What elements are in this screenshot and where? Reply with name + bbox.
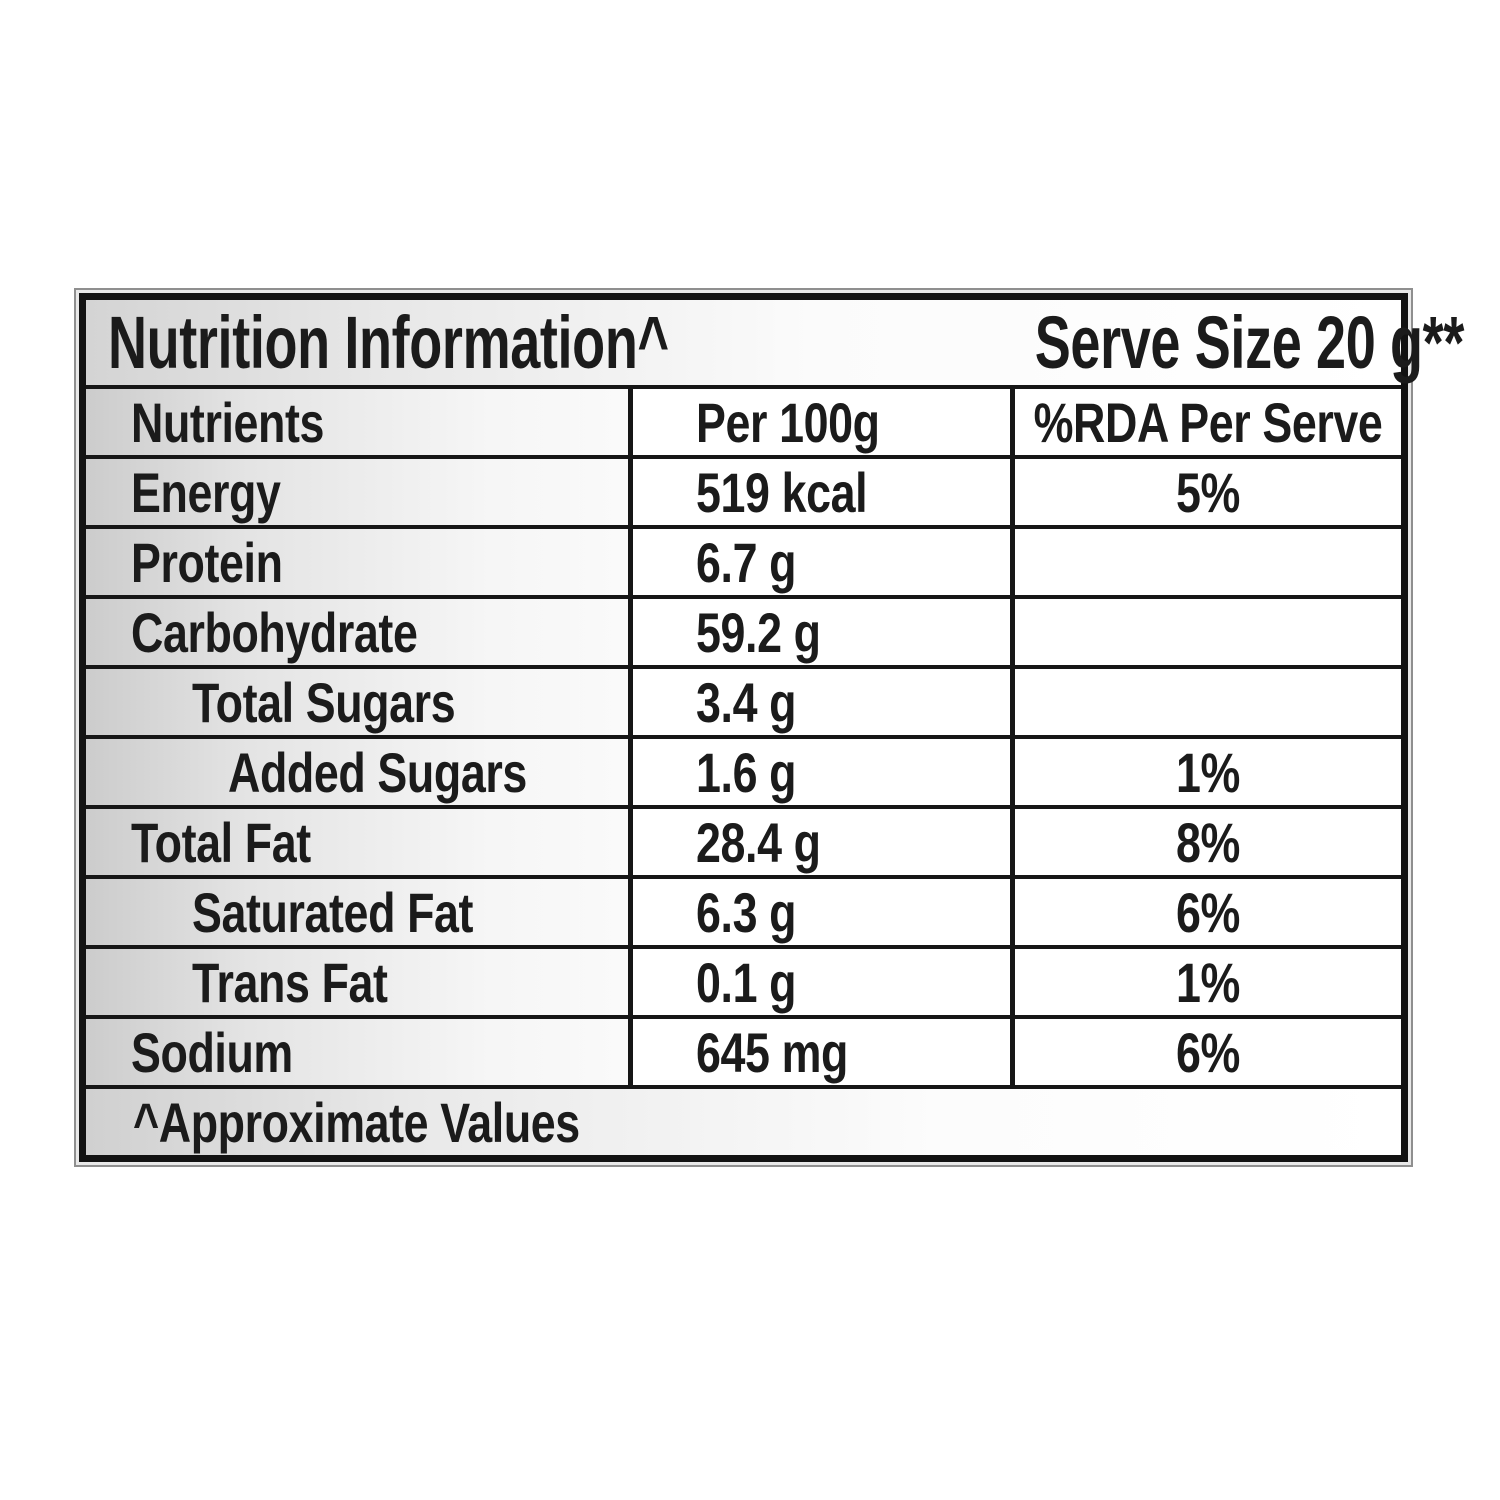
nutrient-amount: 3.4 g	[696, 670, 797, 734]
nutrient-rda: 1%	[1176, 740, 1240, 804]
nutrient-amount: 59.2 g	[696, 600, 821, 664]
column-header-row: Nutrients Per 100g %RDA Per Serve	[86, 385, 1401, 455]
nutrient-name: Total Fat	[131, 810, 311, 874]
table-row-saturated-fat: Saturated Fat 6.3 g 6%	[86, 875, 1401, 945]
nutrient-rda: 8%	[1176, 810, 1240, 874]
nutrient-amount: 0.1 g	[696, 950, 797, 1014]
nutrient-rda: 6%	[1176, 1020, 1240, 1084]
table-row-sodium: Sodium 645 mg 6%	[86, 1015, 1401, 1085]
nutrient-name: Sodium	[131, 1020, 293, 1084]
nutrient-rda: 6%	[1176, 880, 1240, 944]
nutrient-name: Energy	[131, 460, 281, 524]
table-row-trans-fat: Trans Fat 0.1 g 1%	[86, 945, 1401, 1015]
nutrient-amount: 1.6 g	[696, 740, 797, 804]
footnote-row: ^Approximate Values	[86, 1085, 1401, 1155]
col-header-per-100g: Per 100g	[628, 389, 1010, 455]
nutrition-table-frame: Nutrition Information^ Serve Size 20 g**…	[74, 288, 1464, 1167]
nutrient-name: Total Sugars	[192, 670, 456, 734]
approximate-values-note: ^Approximate Values	[133, 1090, 580, 1154]
table-row-energy: Energy 519 kcal 5%	[86, 455, 1401, 525]
nutrient-amount: 28.4 g	[696, 810, 821, 874]
nutrient-amount: 645 mg	[696, 1020, 848, 1084]
table-row-total-fat: Total Fat 28.4 g 8%	[86, 805, 1401, 875]
nutrient-amount: 6.3 g	[696, 880, 797, 944]
nutrient-amount: 519 kcal	[696, 460, 868, 524]
nutrition-table: Nutrition Information^ Serve Size 20 g**…	[79, 293, 1464, 1162]
nutrient-rda: 5%	[1176, 460, 1240, 524]
serve-size-label: Serve Size 20 g**	[1034, 301, 1465, 384]
nutrient-name: Added Sugars	[228, 740, 527, 804]
table-title: Nutrition Information^	[108, 301, 669, 384]
nutrient-name: Saturated Fat	[192, 880, 474, 944]
table-row-added-sugars: Added Sugars 1.6 g 1%	[86, 735, 1401, 805]
table-row-carbohydrate: Carbohydrate 59.2 g	[86, 595, 1401, 665]
col-header-nutrients: Nutrients	[86, 389, 628, 455]
nutrient-rda: 1%	[1176, 950, 1240, 1014]
nutrient-name: Protein	[131, 530, 283, 594]
table-row-total-sugars: Total Sugars 3.4 g	[86, 665, 1401, 735]
table-row-protein: Protein 6.7 g	[86, 525, 1401, 595]
col-header-rda: %RDA Per Serve	[1010, 389, 1401, 455]
nutrient-name: Trans Fat	[192, 950, 388, 1014]
nutrient-name: Carbohydrate	[131, 600, 418, 664]
title-row: Nutrition Information^ Serve Size 20 g**	[86, 300, 1464, 385]
nutrient-amount: 6.7 g	[696, 530, 797, 594]
